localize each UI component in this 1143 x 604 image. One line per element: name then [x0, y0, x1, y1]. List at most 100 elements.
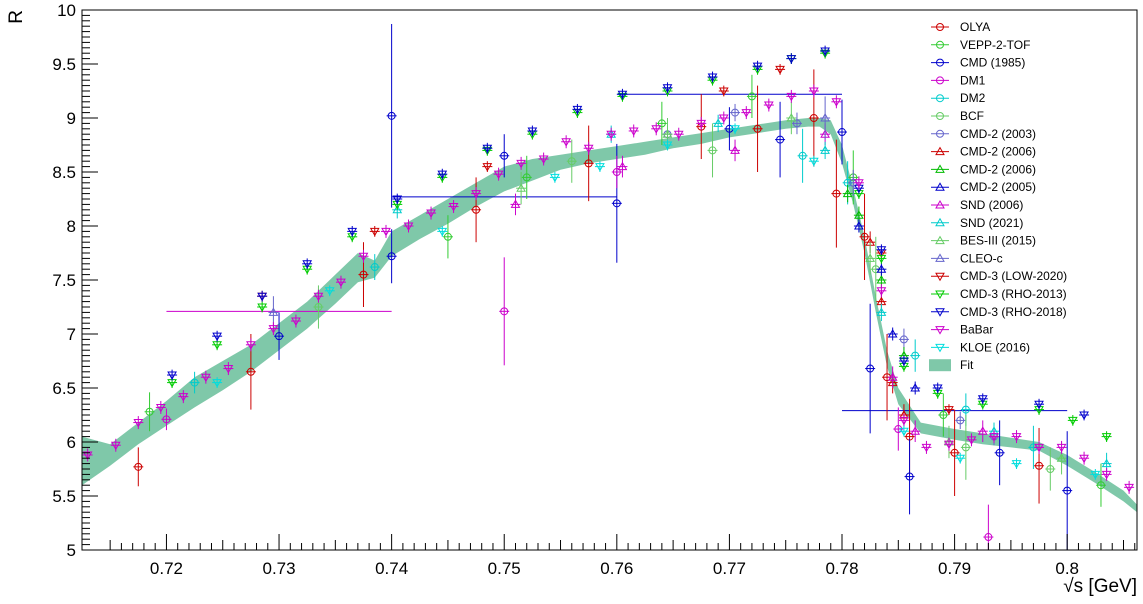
x-tick-label: 0.72: [150, 559, 183, 578]
point-marker: [961, 443, 970, 452]
point-marker: [966, 436, 977, 445]
y-tick-label: 5.5: [52, 487, 76, 506]
point-marker: [876, 307, 887, 316]
point-marker: [522, 173, 531, 182]
point-marker: [155, 403, 166, 413]
point-marker: [275, 332, 284, 341]
point-marker: [437, 227, 448, 237]
point-marker: [809, 114, 818, 122]
point-marker: [899, 416, 909, 426]
point-marker: [713, 118, 724, 127]
point-marker: [786, 112, 797, 122]
point-marker: [955, 454, 966, 464]
legend-label: OLYA: [960, 20, 990, 34]
series-18: [212, 123, 1101, 480]
point-marker: [387, 252, 396, 261]
point-marker: [403, 222, 414, 232]
point-marker: [572, 105, 583, 115]
point-marker: [223, 365, 234, 374]
point-marker: [500, 307, 509, 316]
point-marker: [392, 195, 403, 205]
point-marker: [358, 252, 369, 262]
point-marker: [426, 209, 436, 219]
point-marker: [708, 146, 717, 155]
point-marker: [977, 426, 988, 435]
point-marker: [989, 433, 999, 442]
point-marker: [876, 254, 887, 264]
legend-label: KLOE (2016): [960, 340, 1030, 354]
point-marker: [471, 190, 481, 199]
point-marker: [482, 144, 493, 154]
legend-label: BaBar: [960, 323, 993, 337]
point-marker: [936, 76, 944, 85]
point-marker: [268, 307, 279, 316]
point-marker: [1011, 460, 1022, 469]
legend-label: CMD-3 (LOW-2020): [960, 269, 1067, 283]
point-marker: [935, 217, 945, 227]
y-tick-label: 8: [67, 217, 76, 236]
point-marker: [437, 170, 448, 180]
y-tick-label: 5: [67, 541, 76, 560]
point-marker: [617, 161, 628, 171]
point-marker: [527, 127, 538, 136]
point-marker: [443, 232, 452, 241]
point-marker: [944, 440, 954, 450]
y-tick-label: 10: [57, 1, 76, 20]
point-marker: [246, 367, 255, 376]
point-marker: [336, 278, 346, 288]
point-marker: [820, 112, 830, 122]
legend-label: CMD-3 (RHO-2018): [960, 305, 1067, 319]
point-marker: [1035, 461, 1044, 470]
point-marker: [866, 364, 875, 373]
point-marker: [887, 372, 898, 381]
point-marker: [753, 124, 762, 133]
point-marker: [876, 246, 887, 255]
point-marker: [1096, 481, 1105, 490]
series-5: [313, 123, 1056, 491]
point-marker: [1034, 400, 1044, 410]
point-marker: [961, 405, 970, 414]
point-marker: [516, 159, 526, 169]
x-axis-ticks: 0.72 0.73 0.74 0.75 0.76 0.77 0.78 0.79 0.8: [109, 534, 1136, 578]
point-marker: [747, 92, 756, 101]
x-tick-label: 0.73: [262, 559, 295, 578]
point-marker: [482, 163, 493, 172]
point-marker: [1090, 470, 1101, 480]
point-marker: [776, 135, 785, 144]
point-marker: [899, 427, 909, 437]
point-marker: [752, 62, 763, 72]
point-marker: [1056, 443, 1067, 453]
point-marker: [854, 179, 864, 188]
data-points-layer: [82, 24, 1135, 550]
point-marker: [707, 73, 718, 82]
point-marker: [550, 173, 560, 183]
point-marker: [910, 382, 921, 392]
point-marker: [935, 253, 945, 262]
point-marker: [145, 407, 154, 416]
point-marker: [561, 138, 572, 147]
point-marker: [510, 199, 521, 208]
point-marker: [212, 379, 222, 388]
point-marker: [291, 317, 301, 327]
point-marker: [612, 168, 621, 176]
point-marker: [808, 87, 819, 97]
legend-label: Fit: [960, 358, 974, 372]
point-marker: [911, 351, 920, 360]
point-marker: [935, 146, 945, 156]
point-marker: [910, 426, 921, 435]
point-marker: [1101, 458, 1112, 468]
legend-label: BES-III (2015): [960, 234, 1036, 248]
point-marker: [935, 290, 945, 300]
point-marker: [939, 411, 948, 419]
series-4: [189, 128, 1039, 469]
point-marker: [448, 203, 459, 212]
point-marker: [775, 65, 785, 75]
point-marker: [1079, 411, 1089, 421]
legend-label: SND (2021): [960, 216, 1023, 230]
point-marker: [831, 98, 842, 107]
point-marker: [472, 205, 481, 214]
y-tick-label: 7.5: [52, 271, 76, 290]
point-marker: [935, 235, 945, 245]
point-marker: [493, 170, 504, 180]
